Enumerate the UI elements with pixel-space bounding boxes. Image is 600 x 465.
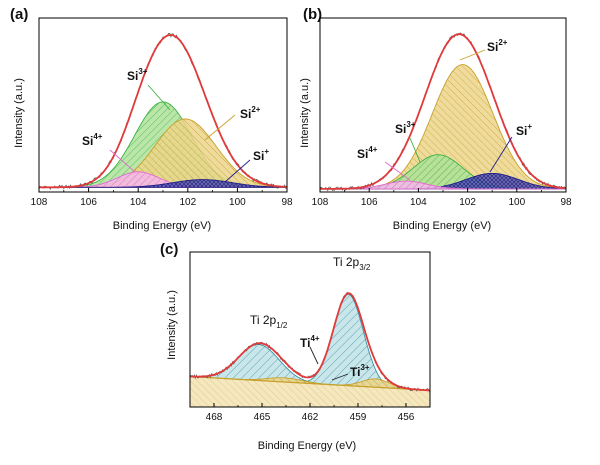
peak-label: Ti3+: [350, 363, 370, 379]
x-tick-label: 104: [410, 197, 427, 208]
panel-a-plot: 108 106 104 102 100 98 Si3+ Si2+ Si4+ Si+: [31, 17, 293, 208]
panel-b-plot: 108 106 104 102 100 98 Si2+ Si3+ Si4+ Si+: [312, 17, 572, 208]
panel-a: (a) Binding Energy (eV) Intensity (a.u.)…: [10, 6, 293, 232]
x-tick-label: 100: [229, 197, 246, 208]
peak-label: Ti4+: [300, 334, 320, 350]
peak-label: Ti 2p1/2: [250, 313, 288, 330]
peak-label: Si4+: [82, 132, 103, 148]
peak-label: Si2+: [240, 105, 261, 121]
panel-c-letter: (c): [160, 241, 178, 258]
peak-leader-line: [489, 136, 513, 173]
peak-leader-line: [109, 149, 136, 173]
peak-label: Si3+: [395, 120, 416, 136]
x-tick-label: 459: [350, 412, 367, 423]
panel-a-ylabel: Intensity (a.u.): [13, 78, 25, 148]
fit-envelope: [189, 292, 431, 392]
peak-label: Si+: [253, 147, 269, 163]
x-tick-label: 108: [312, 197, 329, 208]
panel-b: (b) Binding Energy (eV) Intensity (a.u.)…: [299, 6, 572, 232]
panel-b-letter: (b): [303, 6, 322, 23]
peak-leader-line: [147, 84, 171, 111]
x-tick-label: 462: [302, 412, 319, 423]
x-tick-label: 100: [508, 197, 525, 208]
panel-a-xlabel: Binding Energy (eV): [113, 220, 211, 232]
panel-a-letter: (a): [10, 6, 28, 23]
panel-b-ylabel: Intensity (a.u.): [299, 78, 311, 148]
x-tick-label: 98: [560, 197, 572, 208]
x-tick-label: 456: [398, 412, 415, 423]
peak-leader-line: [409, 137, 421, 163]
fit-envelope: [320, 33, 567, 190]
x-tick-label: 108: [31, 197, 48, 208]
background-line: [190, 376, 431, 391]
peak-leader-line: [309, 346, 319, 365]
fit-envelope: [39, 34, 287, 189]
x-tick-label: 104: [130, 197, 147, 208]
peak-label: Si2+: [487, 38, 508, 54]
peak-leader-line: [224, 159, 251, 183]
panel-c: (c) Binding Energy (eV) Intensity (a.u.)…: [160, 241, 431, 452]
x-tick-label: 98: [281, 197, 293, 208]
panel-c-plot: 468 465 462 459 456 Ti 2p3/2 Ti 2p1/2 Ti4+ Ti3+: [189, 251, 431, 423]
component-peak-si4-: [320, 180, 566, 190]
peak-leader-line: [331, 373, 349, 381]
panel-c-ylabel: Intensity (a.u.): [166, 290, 178, 360]
background-fill: [190, 376, 430, 407]
peak-label: Si+: [516, 122, 532, 138]
x-tick-label: 102: [179, 197, 196, 208]
peak-leader-line: [384, 161, 411, 181]
x-tick-label: 106: [361, 197, 378, 208]
peak-label: Si4+: [357, 145, 378, 161]
panel-c-xlabel: Binding Energy (eV): [258, 440, 356, 452]
x-tick-label: 468: [206, 412, 223, 423]
peak-leader-line: [204, 114, 236, 141]
peak-leader-line: [459, 49, 486, 61]
x-tick-label: 465: [254, 412, 271, 423]
x-tick-label: 102: [459, 197, 476, 208]
peak-label: Si3+: [127, 67, 148, 83]
peak-label: Ti 2p3/2: [333, 255, 371, 272]
panel-b-xlabel: Binding Energy (eV): [393, 220, 491, 232]
x-tick-label: 106: [80, 197, 97, 208]
